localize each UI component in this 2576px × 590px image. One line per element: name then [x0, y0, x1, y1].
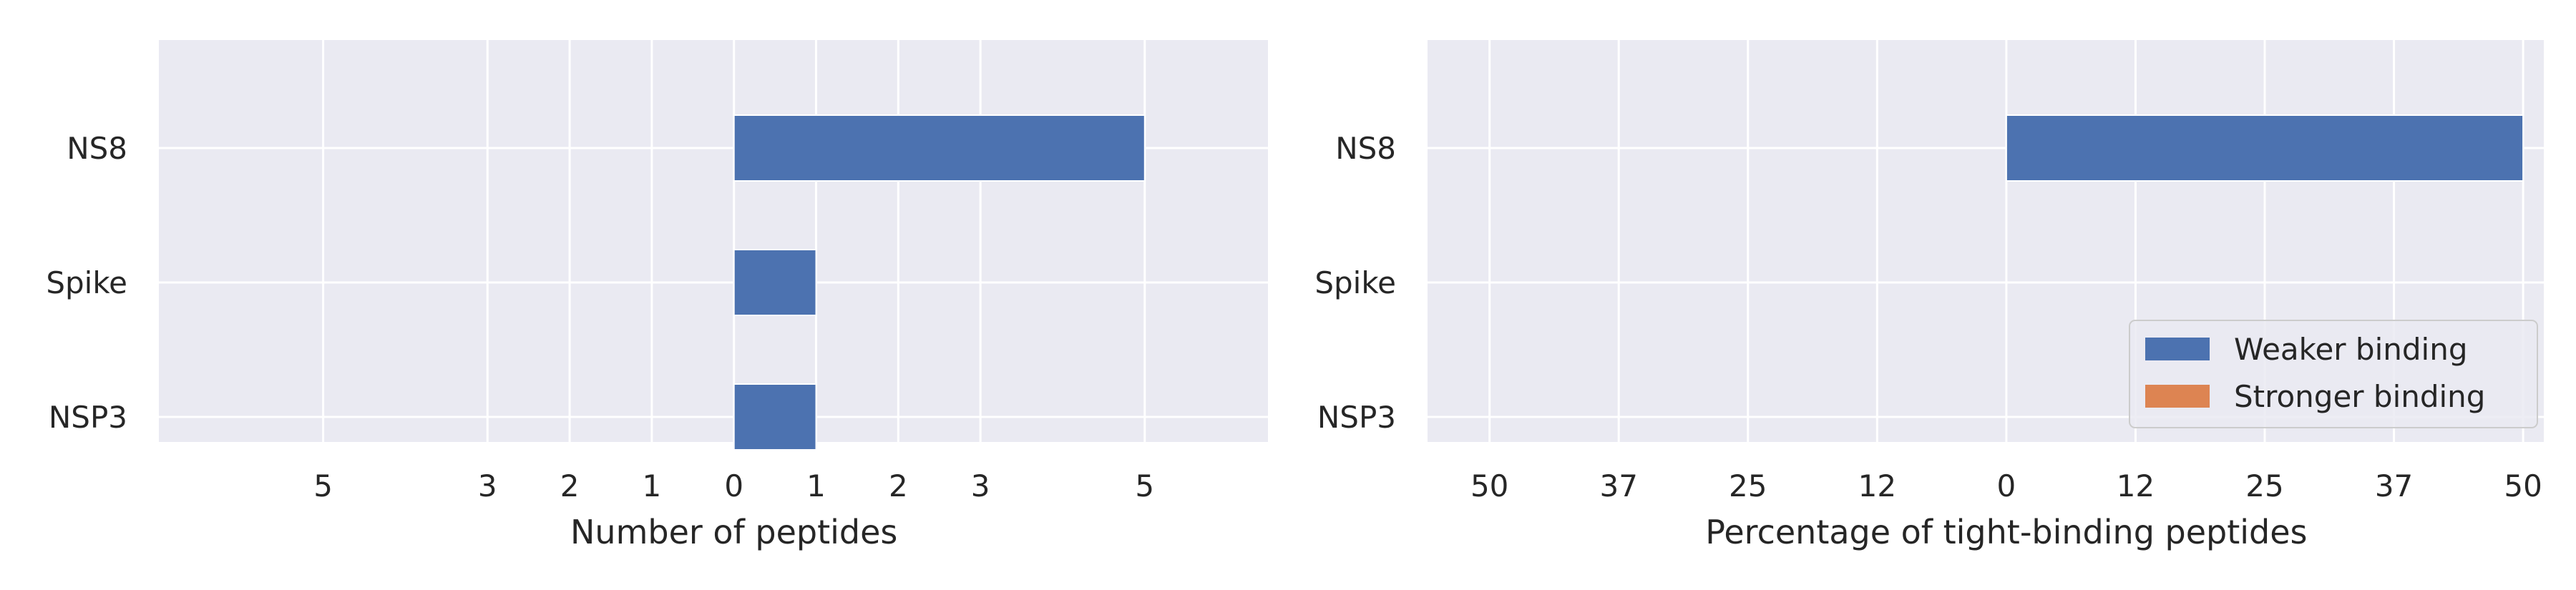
left-x-tick-label: 3: [971, 468, 990, 503]
legend-swatch-stronger: [2145, 385, 2210, 408]
left-x-tick-label: 1: [806, 468, 826, 503]
right-x-tick-label: 50: [2504, 468, 2542, 503]
left-x-tick-label: 1: [643, 468, 662, 503]
right-x-axis-label: Percentage of tight-binding peptides: [1705, 513, 2307, 551]
right-x-tick-label: 0: [1997, 468, 2016, 503]
legend-label-stronger: Stronger binding: [2234, 379, 2485, 414]
legend-box: [2129, 320, 2538, 428]
left-x-tick-label: 5: [1135, 468, 1154, 503]
right-x-tick-label: 25: [2245, 468, 2283, 503]
left-x-tick-label: 2: [889, 468, 908, 503]
left-panel: 5 3 2 1 0 1 2 3 5 NS8 Spike NSP3 Number of peptides: [46, 40, 1268, 551]
left-category-label: NSP3: [49, 400, 127, 435]
left-x-axis-label: Number of peptides: [570, 513, 897, 551]
right-category-label: NSP3: [1317, 400, 1396, 435]
right-panel: 50 37 25 12 0 12 25 37 50 NS8 Spike NSP3 Percentage …: [1314, 40, 2544, 551]
right-x-tick-label: 50: [1470, 468, 1508, 503]
legend-swatch-weaker: [2145, 338, 2210, 360]
right-x-tick-label: 37: [2375, 468, 2413, 503]
left-bar-nsp3-weaker: [733, 383, 817, 451]
left-x-tick-label: 2: [560, 468, 580, 503]
right-x-tick-label: 37: [1599, 468, 1637, 503]
left-category-label: Spike: [46, 265, 127, 300]
right-x-tick-label: 12: [2117, 468, 2155, 503]
left-x-tick-label: 0: [724, 468, 743, 503]
right-x-tick-label: 12: [1858, 468, 1896, 503]
right-bar-ns8-weaker: [2005, 114, 2524, 182]
legend-label-weaker: Weaker binding: [2234, 332, 2467, 367]
right-category-label: NS8: [1335, 131, 1396, 166]
left-category-label: NS8: [67, 131, 127, 166]
left-x-tick-label: 5: [313, 468, 333, 503]
left-bar-ns8-weaker: [733, 114, 1146, 182]
left-bar-spike-weaker: [733, 249, 817, 316]
left-x-tick-label: 3: [478, 468, 497, 503]
right-category-label: Spike: [1314, 265, 1396, 300]
left-plot-background: [159, 40, 1268, 442]
right-x-tick-label: 25: [1729, 468, 1767, 503]
